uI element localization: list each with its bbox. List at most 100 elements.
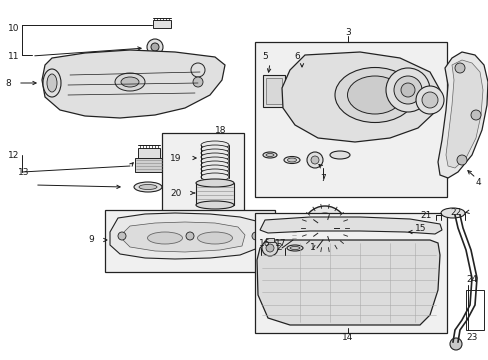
Bar <box>263 75 285 107</box>
Text: 9: 9 <box>88 235 94 244</box>
Ellipse shape <box>201 169 228 177</box>
Text: 15: 15 <box>414 224 426 233</box>
Circle shape <box>385 68 429 112</box>
Ellipse shape <box>284 157 299 163</box>
Bar <box>265 238 273 242</box>
Circle shape <box>193 77 203 87</box>
Text: 18: 18 <box>215 126 226 135</box>
Circle shape <box>309 90 319 100</box>
Circle shape <box>265 244 273 252</box>
Ellipse shape <box>201 173 228 181</box>
Circle shape <box>454 63 464 73</box>
Text: 23: 23 <box>465 333 476 342</box>
Bar <box>290 230 296 240</box>
Ellipse shape <box>286 245 303 251</box>
Ellipse shape <box>334 68 414 122</box>
Text: 17: 17 <box>274 239 286 248</box>
Bar <box>254 213 446 333</box>
Ellipse shape <box>134 182 162 192</box>
Circle shape <box>299 110 305 116</box>
Text: 3: 3 <box>345 27 350 36</box>
Circle shape <box>191 63 204 77</box>
Text: 24: 24 <box>465 275 476 284</box>
Circle shape <box>286 67 342 123</box>
Ellipse shape <box>147 232 182 244</box>
Ellipse shape <box>197 232 232 244</box>
Ellipse shape <box>329 151 349 159</box>
Text: 6: 6 <box>293 51 299 60</box>
Bar <box>105 210 274 272</box>
Ellipse shape <box>440 208 464 218</box>
Ellipse shape <box>263 152 276 158</box>
Text: 5: 5 <box>262 51 267 60</box>
Ellipse shape <box>201 149 228 157</box>
Ellipse shape <box>47 74 57 92</box>
Text: 8: 8 <box>5 78 11 87</box>
Circle shape <box>331 103 337 109</box>
Bar <box>162 133 244 213</box>
Polygon shape <box>437 52 487 178</box>
Text: 7: 7 <box>319 174 325 183</box>
Ellipse shape <box>115 73 145 91</box>
Ellipse shape <box>201 165 228 173</box>
Bar <box>286 222 301 230</box>
Ellipse shape <box>201 145 228 153</box>
Circle shape <box>470 110 480 120</box>
Text: 13: 13 <box>18 167 29 176</box>
Bar <box>265 78 282 104</box>
Polygon shape <box>257 240 439 325</box>
Bar <box>153 20 171 28</box>
Bar <box>254 42 446 197</box>
Circle shape <box>118 232 126 240</box>
Circle shape <box>309 213 339 243</box>
Polygon shape <box>123 222 244 252</box>
Circle shape <box>151 43 159 51</box>
Polygon shape <box>42 50 224 118</box>
Ellipse shape <box>121 77 139 87</box>
Circle shape <box>305 85 325 105</box>
Circle shape <box>185 232 194 240</box>
Text: 16: 16 <box>259 239 270 248</box>
Text: 20: 20 <box>170 189 181 198</box>
Ellipse shape <box>196 201 234 209</box>
Bar <box>196 183 234 205</box>
Circle shape <box>310 156 318 164</box>
Circle shape <box>147 39 163 55</box>
Ellipse shape <box>43 69 61 97</box>
Circle shape <box>306 152 323 168</box>
Ellipse shape <box>347 76 402 114</box>
Ellipse shape <box>265 153 273 157</box>
Ellipse shape <box>139 185 157 189</box>
Bar <box>465 290 483 330</box>
Polygon shape <box>282 52 439 142</box>
Polygon shape <box>445 60 482 168</box>
Circle shape <box>449 338 461 350</box>
Text: 21: 21 <box>419 211 430 220</box>
Ellipse shape <box>287 158 296 162</box>
Text: 4: 4 <box>475 177 481 186</box>
Text: 11: 11 <box>8 51 20 60</box>
Ellipse shape <box>201 157 228 165</box>
Text: 1: 1 <box>309 243 315 252</box>
Circle shape <box>297 75 303 81</box>
Text: 10: 10 <box>8 23 20 32</box>
Circle shape <box>393 76 421 104</box>
Text: 2: 2 <box>275 243 281 252</box>
Circle shape <box>316 220 332 236</box>
Bar <box>135 158 163 172</box>
Text: 19: 19 <box>170 153 181 162</box>
Ellipse shape <box>196 179 234 187</box>
Circle shape <box>296 77 332 113</box>
Circle shape <box>303 206 346 250</box>
Text: 14: 14 <box>342 333 353 342</box>
Circle shape <box>415 86 443 114</box>
Circle shape <box>400 83 414 97</box>
Text: 12: 12 <box>8 150 20 159</box>
Ellipse shape <box>201 141 228 149</box>
Polygon shape <box>110 213 262 259</box>
Circle shape <box>456 155 466 165</box>
Circle shape <box>251 232 260 240</box>
Ellipse shape <box>289 247 299 249</box>
Circle shape <box>262 240 278 256</box>
Polygon shape <box>260 217 441 234</box>
